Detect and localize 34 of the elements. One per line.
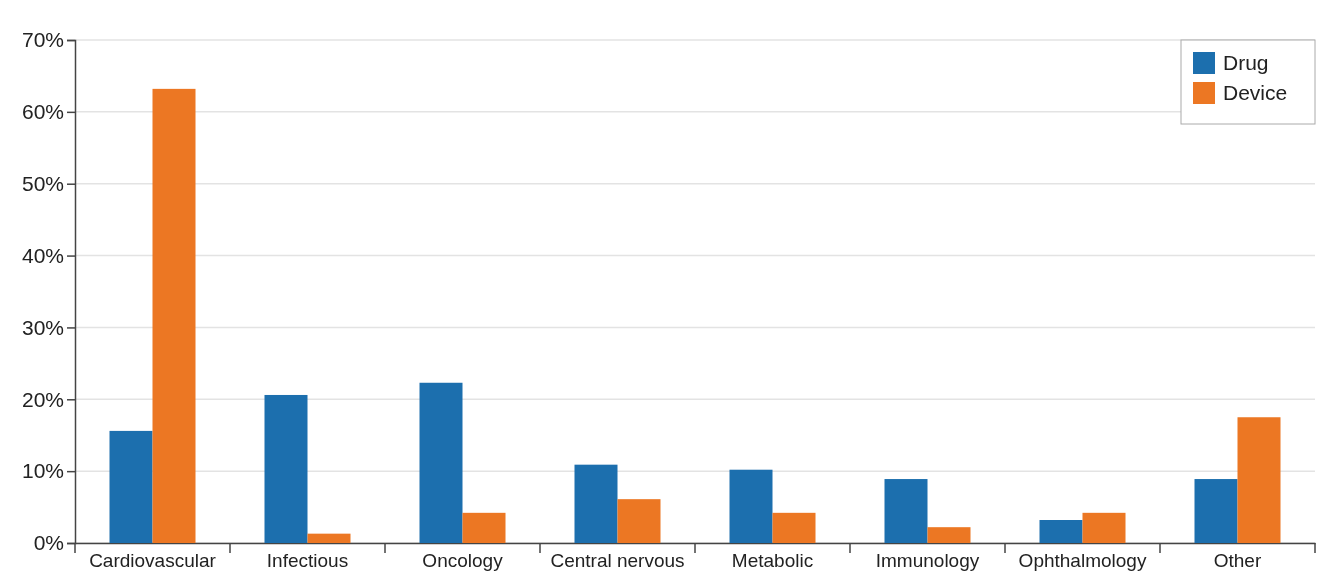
x-tick-label: Immunology <box>875 549 980 571</box>
y-tick-label: 50% <box>21 171 64 195</box>
y-tick-label: 20% <box>21 387 64 411</box>
bar <box>729 469 773 543</box>
y-tick-label: 30% <box>21 315 64 339</box>
bar <box>772 512 816 543</box>
bar <box>927 527 971 543</box>
legend-label: Drug <box>1223 51 1269 74</box>
x-tick-label: Metabolic <box>731 549 814 571</box>
bar <box>152 88 196 543</box>
legend-label: Device <box>1223 81 1288 104</box>
bar <box>419 382 463 543</box>
y-tick-label: 10% <box>21 459 64 483</box>
y-tick-label: 40% <box>21 243 64 267</box>
y-tick-label: 60% <box>21 100 64 124</box>
x-tick-label: Infectious <box>266 549 349 571</box>
x-tick-label: Other <box>1213 549 1262 571</box>
x-tick-label: Ophthalmology <box>1018 549 1147 571</box>
bar <box>1082 512 1126 543</box>
y-tick-label: 70% <box>21 28 64 52</box>
x-tick-label: Oncology <box>422 549 504 571</box>
y-tick-label: 0% <box>33 531 64 555</box>
bar <box>264 394 308 543</box>
bar <box>884 479 928 543</box>
bar <box>307 533 351 543</box>
bar <box>1237 417 1281 543</box>
bar <box>574 464 618 543</box>
bar <box>1194 479 1238 543</box>
bar <box>617 499 661 543</box>
bar <box>109 430 153 543</box>
bar <box>1039 520 1083 543</box>
bar <box>462 512 506 543</box>
x-tick-label: Central nervous <box>550 549 685 571</box>
x-tick-label: Cardiovascular <box>89 549 217 571</box>
